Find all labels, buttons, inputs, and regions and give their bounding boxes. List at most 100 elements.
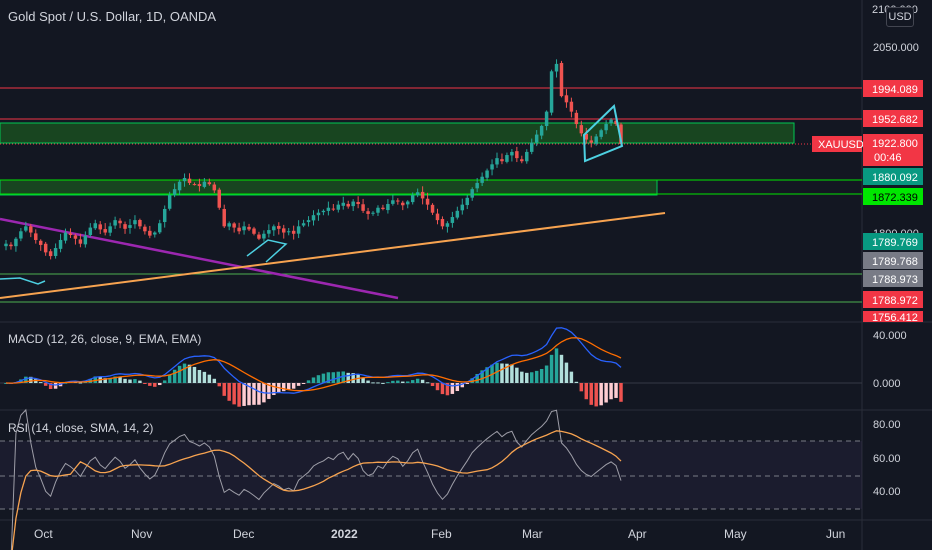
macd-histogram-bar (212, 378, 217, 383)
macd-histogram-bar (306, 380, 311, 383)
price-badges[interactable]: 1994.089 1952.682 XAUUSD 1922.800 00:46 … (812, 80, 923, 324)
candle-body (272, 226, 276, 231)
badge-1952[interactable] (863, 110, 923, 127)
candle-body (93, 223, 98, 229)
candle-body (306, 220, 311, 223)
candle-body (401, 202, 405, 206)
macd-histogram-bar (282, 383, 286, 392)
candle-body (34, 233, 38, 240)
macd-histogram-bar (470, 378, 474, 383)
macd-histogram-bar (341, 371, 345, 383)
candle-body (470, 189, 474, 198)
macd-histogram-bar (177, 365, 182, 383)
macd-histogram-bar (435, 383, 440, 391)
candle-body (579, 125, 584, 134)
macd-histogram-bar (371, 382, 375, 384)
macd-histogram-bar (440, 383, 445, 395)
macd-histogram-bar (366, 380, 370, 383)
candle-body (396, 200, 400, 202)
macd-histogram-bar (609, 383, 613, 400)
macd-histogram-bar (321, 373, 326, 383)
chart-title[interactable]: Gold Spot / U.S. Dollar, 1D, OANDA (8, 9, 217, 24)
candle-body (103, 229, 107, 233)
macd-histogram-bar (515, 367, 519, 383)
macd-histogram-bar (420, 379, 425, 383)
candle-body (14, 238, 18, 247)
macd-histogram-bar (247, 383, 251, 406)
flag-channel[interactable] (582, 104, 624, 163)
candle-body (123, 224, 127, 229)
candle-body (465, 197, 469, 206)
badge-1788973-label: 1788.973 (872, 274, 918, 286)
macd-histogram-bar (346, 372, 350, 383)
candle-body (267, 230, 271, 234)
macd-histogram-bar (574, 381, 579, 383)
candle-body (614, 120, 618, 125)
candle-body (376, 207, 380, 213)
badge-1789768-label: 1789.768 (872, 256, 918, 268)
candle-body (118, 220, 122, 224)
time-tick-nov: Nov (131, 527, 152, 541)
candle-body (415, 192, 420, 195)
symbol-badge[interactable] (812, 136, 862, 152)
badge-1788973[interactable] (863, 270, 923, 287)
rsi-tick-80: 80.00 (873, 419, 901, 431)
badge-1994[interactable] (863, 80, 923, 97)
macd-indicator-title[interactable]: MACD (12, 26, close, 9, EMA, EMA) (8, 332, 202, 346)
candle-body (262, 233, 266, 239)
candle-body (98, 224, 102, 230)
candle-body (539, 125, 544, 136)
purple-trendline[interactable] (0, 217, 399, 300)
orange-trendline[interactable] (0, 212, 666, 299)
candle-body (242, 226, 246, 231)
candle-body (58, 239, 63, 249)
candlestick-series[interactable] (4, 59, 623, 260)
candle-body (153, 232, 157, 235)
supply-demand-zone-lower[interactable] (0, 179, 658, 196)
macd-histogram-bar (108, 377, 112, 383)
rsi-indicator-title[interactable]: RSI (14, close, SMA, 14, 2) (8, 421, 154, 435)
supply-demand-zone-upper[interactable] (0, 122, 795, 144)
macd-histogram-bar (455, 383, 460, 392)
badge-1789768[interactable] (863, 252, 923, 269)
candle-body (341, 202, 345, 206)
badge-1788972[interactable] (863, 291, 923, 308)
candle-body (48, 251, 53, 257)
time-tick-may: May (724, 527, 747, 541)
macd-histogram-bar (311, 377, 316, 383)
macd-histogram-bar (554, 348, 559, 383)
candle-body (336, 204, 341, 210)
macd-histogram-bar (520, 371, 524, 383)
macd-histogram-bar (232, 383, 236, 405)
macd-histogram-bar (619, 383, 623, 402)
macd-histogram-bar (480, 370, 484, 383)
candle-body (525, 151, 529, 162)
currency-button[interactable]: USD (886, 7, 914, 27)
cyan-channel-left[interactable] (0, 277, 46, 285)
candle-body (222, 208, 226, 227)
candle-body (286, 231, 291, 233)
candle-body (232, 223, 236, 228)
candle-body (63, 232, 68, 241)
macd-histogram-bar (133, 379, 137, 383)
badge-1880[interactable] (863, 168, 923, 185)
macd-histogram-bar (391, 380, 395, 383)
candle-body (247, 226, 251, 230)
macd-histogram-bar (425, 382, 430, 384)
candle-body (53, 248, 58, 256)
candle-body (495, 158, 499, 165)
candle-body (108, 226, 112, 233)
candle-body (316, 212, 321, 216)
time-tick-jun: Jun (826, 527, 845, 541)
badge-1789769[interactable] (863, 233, 923, 250)
last-price-badge[interactable] (863, 134, 923, 166)
badge-1872[interactable] (863, 188, 923, 205)
cyan-channel-middle[interactable] (246, 239, 288, 263)
macd-histogram-bar (167, 374, 172, 383)
candle-body (485, 170, 489, 178)
macd-histogram-bar (143, 383, 147, 384)
candle-body (207, 182, 212, 185)
badge-1952-label: 1952.682 (872, 114, 918, 126)
badge-1756[interactable] (863, 311, 923, 322)
